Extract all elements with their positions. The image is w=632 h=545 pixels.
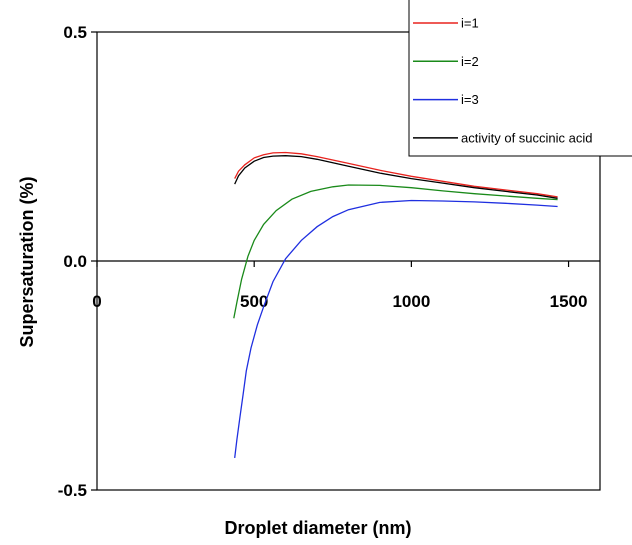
x-tick-label: 1500 [550, 292, 588, 311]
series-line-4 [234, 155, 558, 199]
series-line-3 [234, 199, 558, 458]
x-tick-label: 1000 [392, 292, 430, 311]
legend-label: i=1 [461, 16, 479, 31]
legend: i=1 i=2 i=3 activity of succinic acid [408, 0, 632, 157]
y-tick-label: 0.5 [63, 23, 87, 42]
series-lines [233, 151, 558, 458]
y-tick-label: 0.0 [63, 252, 87, 271]
legend-label: i=3 [461, 92, 479, 107]
series-line-2 [233, 184, 558, 319]
x-tick-label: 0 [92, 292, 101, 311]
x-tick-label: 500 [240, 292, 268, 311]
y-axis-title: Supersaturation (%) [17, 176, 37, 347]
series-line-1 [234, 151, 558, 198]
x-axis-ticks: 0 500 1000 1500 [92, 261, 587, 311]
x-axis-title: Droplet diameter (nm) [224, 518, 411, 538]
legend-label: i=2 [461, 54, 479, 69]
y-tick-label: -0.5 [58, 481, 87, 500]
legend-box [408, 0, 632, 157]
y-axis-ticks: 0.5 0.0 -0.5 [58, 23, 97, 500]
legend-label: activity of succinic acid [461, 130, 593, 145]
